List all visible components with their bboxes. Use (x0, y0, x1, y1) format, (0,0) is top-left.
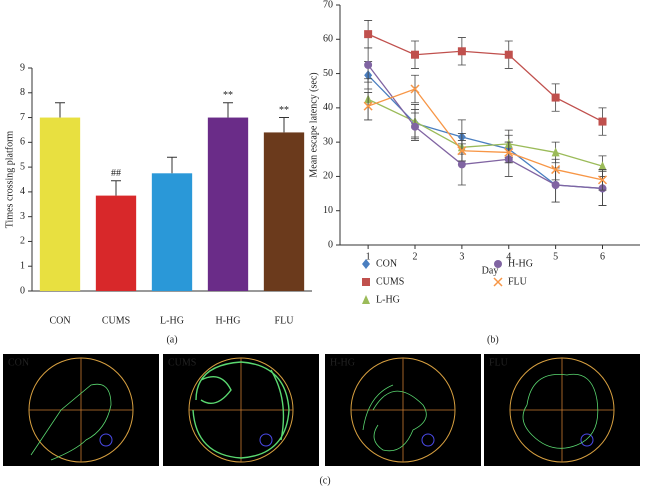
series-line (367, 88, 603, 181)
marker (410, 84, 420, 94)
x-tick-label: 2 (413, 251, 418, 262)
platform (99, 433, 113, 447)
y-tick-label: 8 (20, 87, 25, 98)
y-tick-label: 9 (20, 62, 25, 73)
legend-marker (494, 260, 502, 268)
y-tick-label: 50 (323, 68, 333, 79)
y-tick-label: 5 (20, 161, 25, 172)
caption: (c) (319, 475, 330, 486)
x-axis-label: Day (482, 265, 499, 276)
swim-path (362, 384, 427, 452)
series-line (367, 74, 603, 190)
bar (207, 117, 249, 291)
caption: (b) (487, 334, 499, 345)
panel-label: CUMS (168, 357, 196, 368)
bar (263, 132, 305, 291)
marker (457, 160, 466, 169)
marker (504, 50, 513, 59)
legend-marker (362, 278, 370, 286)
series-line (367, 98, 603, 167)
legend-marker (362, 259, 370, 269)
marker (597, 175, 608, 185)
y-tick-label: 6 (20, 137, 25, 148)
marker (363, 101, 373, 111)
marker (411, 122, 419, 131)
significance-label: ** (223, 90, 233, 101)
y-tick-label: 7 (20, 112, 25, 123)
x-tick-label: 6 (600, 251, 605, 262)
marker (598, 161, 607, 171)
panel-label: FLU (489, 357, 509, 368)
marker (551, 181, 560, 189)
marker (411, 50, 419, 59)
y-tick-label: 4 (20, 186, 25, 197)
x-tick-label: 3 (459, 251, 464, 262)
x-tick-label: 5 (553, 251, 558, 262)
legend-label: FLU (508, 276, 528, 287)
platform (259, 433, 273, 447)
x-tick-label: CON (49, 315, 70, 326)
y-tick-label: 20 (323, 171, 333, 182)
y-tick-label: 70 (323, 0, 333, 10)
legend-marker (362, 295, 370, 304)
error-bar (55, 102, 65, 118)
y-tick-label: 2 (20, 236, 25, 247)
error-bar (111, 180, 121, 196)
bar (39, 117, 81, 291)
marker (551, 165, 561, 175)
bar (95, 195, 137, 291)
platform (421, 433, 435, 447)
y-axis-label: Mean escape latency (sec) (308, 72, 319, 177)
y-tick-label: 3 (20, 211, 25, 222)
x-tick-label: 1 (366, 251, 371, 262)
series-line (367, 64, 603, 190)
caption: (a) (166, 334, 177, 345)
y-axis-label: Times crossing platform (4, 131, 15, 229)
panel-label: H-HG (330, 357, 355, 368)
marker (457, 146, 467, 156)
legend-label: CUMS (376, 276, 404, 287)
significance-label: ** (279, 105, 289, 116)
marker (364, 61, 373, 69)
significance-label: ## (111, 168, 121, 179)
platform (580, 433, 594, 447)
y-tick-label: 10 (323, 205, 333, 216)
crosshair (510, 358, 614, 462)
marker (364, 30, 373, 39)
legend-marker (493, 277, 503, 287)
swim-path (30, 383, 112, 461)
legend-label: H-HG (508, 258, 533, 269)
marker (457, 47, 466, 56)
x-tick-label: FLU (275, 315, 295, 326)
x-tick-label: H-HG (216, 315, 241, 326)
legend-label: CON (376, 258, 397, 269)
swim-path (522, 373, 599, 449)
error-bar (167, 156, 177, 174)
y-tick-label: 0 (328, 239, 333, 250)
y-tick-label: 1 (20, 261, 25, 272)
series-line (367, 33, 603, 123)
marker (551, 93, 560, 102)
y-tick-label: 40 (323, 102, 333, 113)
marker (598, 117, 607, 126)
y-tick-label: 60 (323, 34, 333, 45)
y-tick-label: 30 (323, 136, 333, 147)
x-tick-label: L-HG (160, 315, 184, 326)
swim-path (192, 361, 290, 459)
x-tick-label: 4 (506, 251, 511, 262)
legend-label: L-HG (376, 294, 400, 305)
crosshair (189, 358, 293, 462)
error-bar (279, 117, 289, 133)
bar (151, 173, 193, 291)
error-bar (223, 102, 233, 118)
marker (551, 147, 560, 157)
panel-label: CON (8, 357, 29, 368)
y-tick-label: 0 (20, 285, 25, 296)
marker (504, 147, 514, 157)
x-tick-label: CUMS (102, 315, 130, 326)
